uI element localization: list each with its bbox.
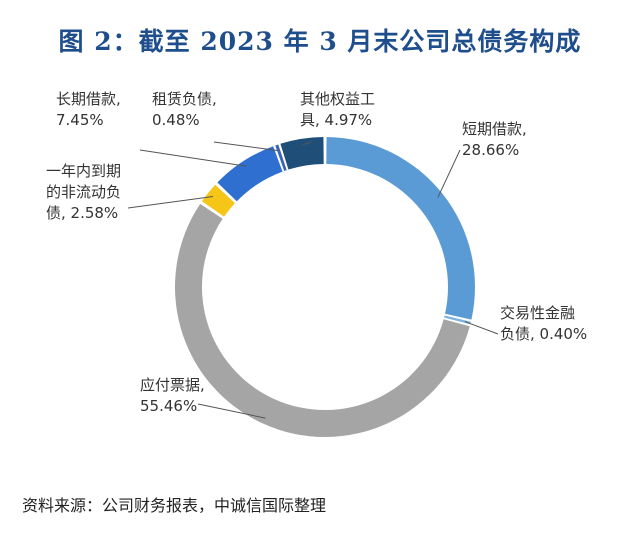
slice-label: 租赁负债, 0.48% [152,90,217,129]
donut-slice [444,315,471,325]
donut-slice [275,144,287,171]
leader-line [213,141,279,152]
leader-line [139,149,247,167]
leader-line [127,196,214,209]
source-note: 资料来源：公司财务报表，中诚信国际整理 [22,496,327,515]
chart-title: 图 2：截至 2023 年 3 月末公司总债务构成 [58,27,582,56]
slice-label: 其他权益工具, 4.97% [300,90,375,129]
slice-label: 一年内到期的非流动负债, 2.58% [46,162,121,222]
leader-line [197,403,266,419]
slice-label: 应付票据, 55.46% [140,376,205,415]
slice-label: 交易性金融负债, 0.40% [500,304,587,343]
donut-slice [174,203,470,438]
slice-label: 短期借款, 28.66% [462,120,527,159]
leader-line [437,149,461,198]
leader-line [464,321,499,335]
donut-slice [280,137,324,170]
donut-slice [217,146,283,202]
slice-label: 长期借款, 7.45% [56,90,121,129]
donut-slice [326,137,475,320]
leader-line [302,141,313,146]
donut-slice [201,184,235,217]
